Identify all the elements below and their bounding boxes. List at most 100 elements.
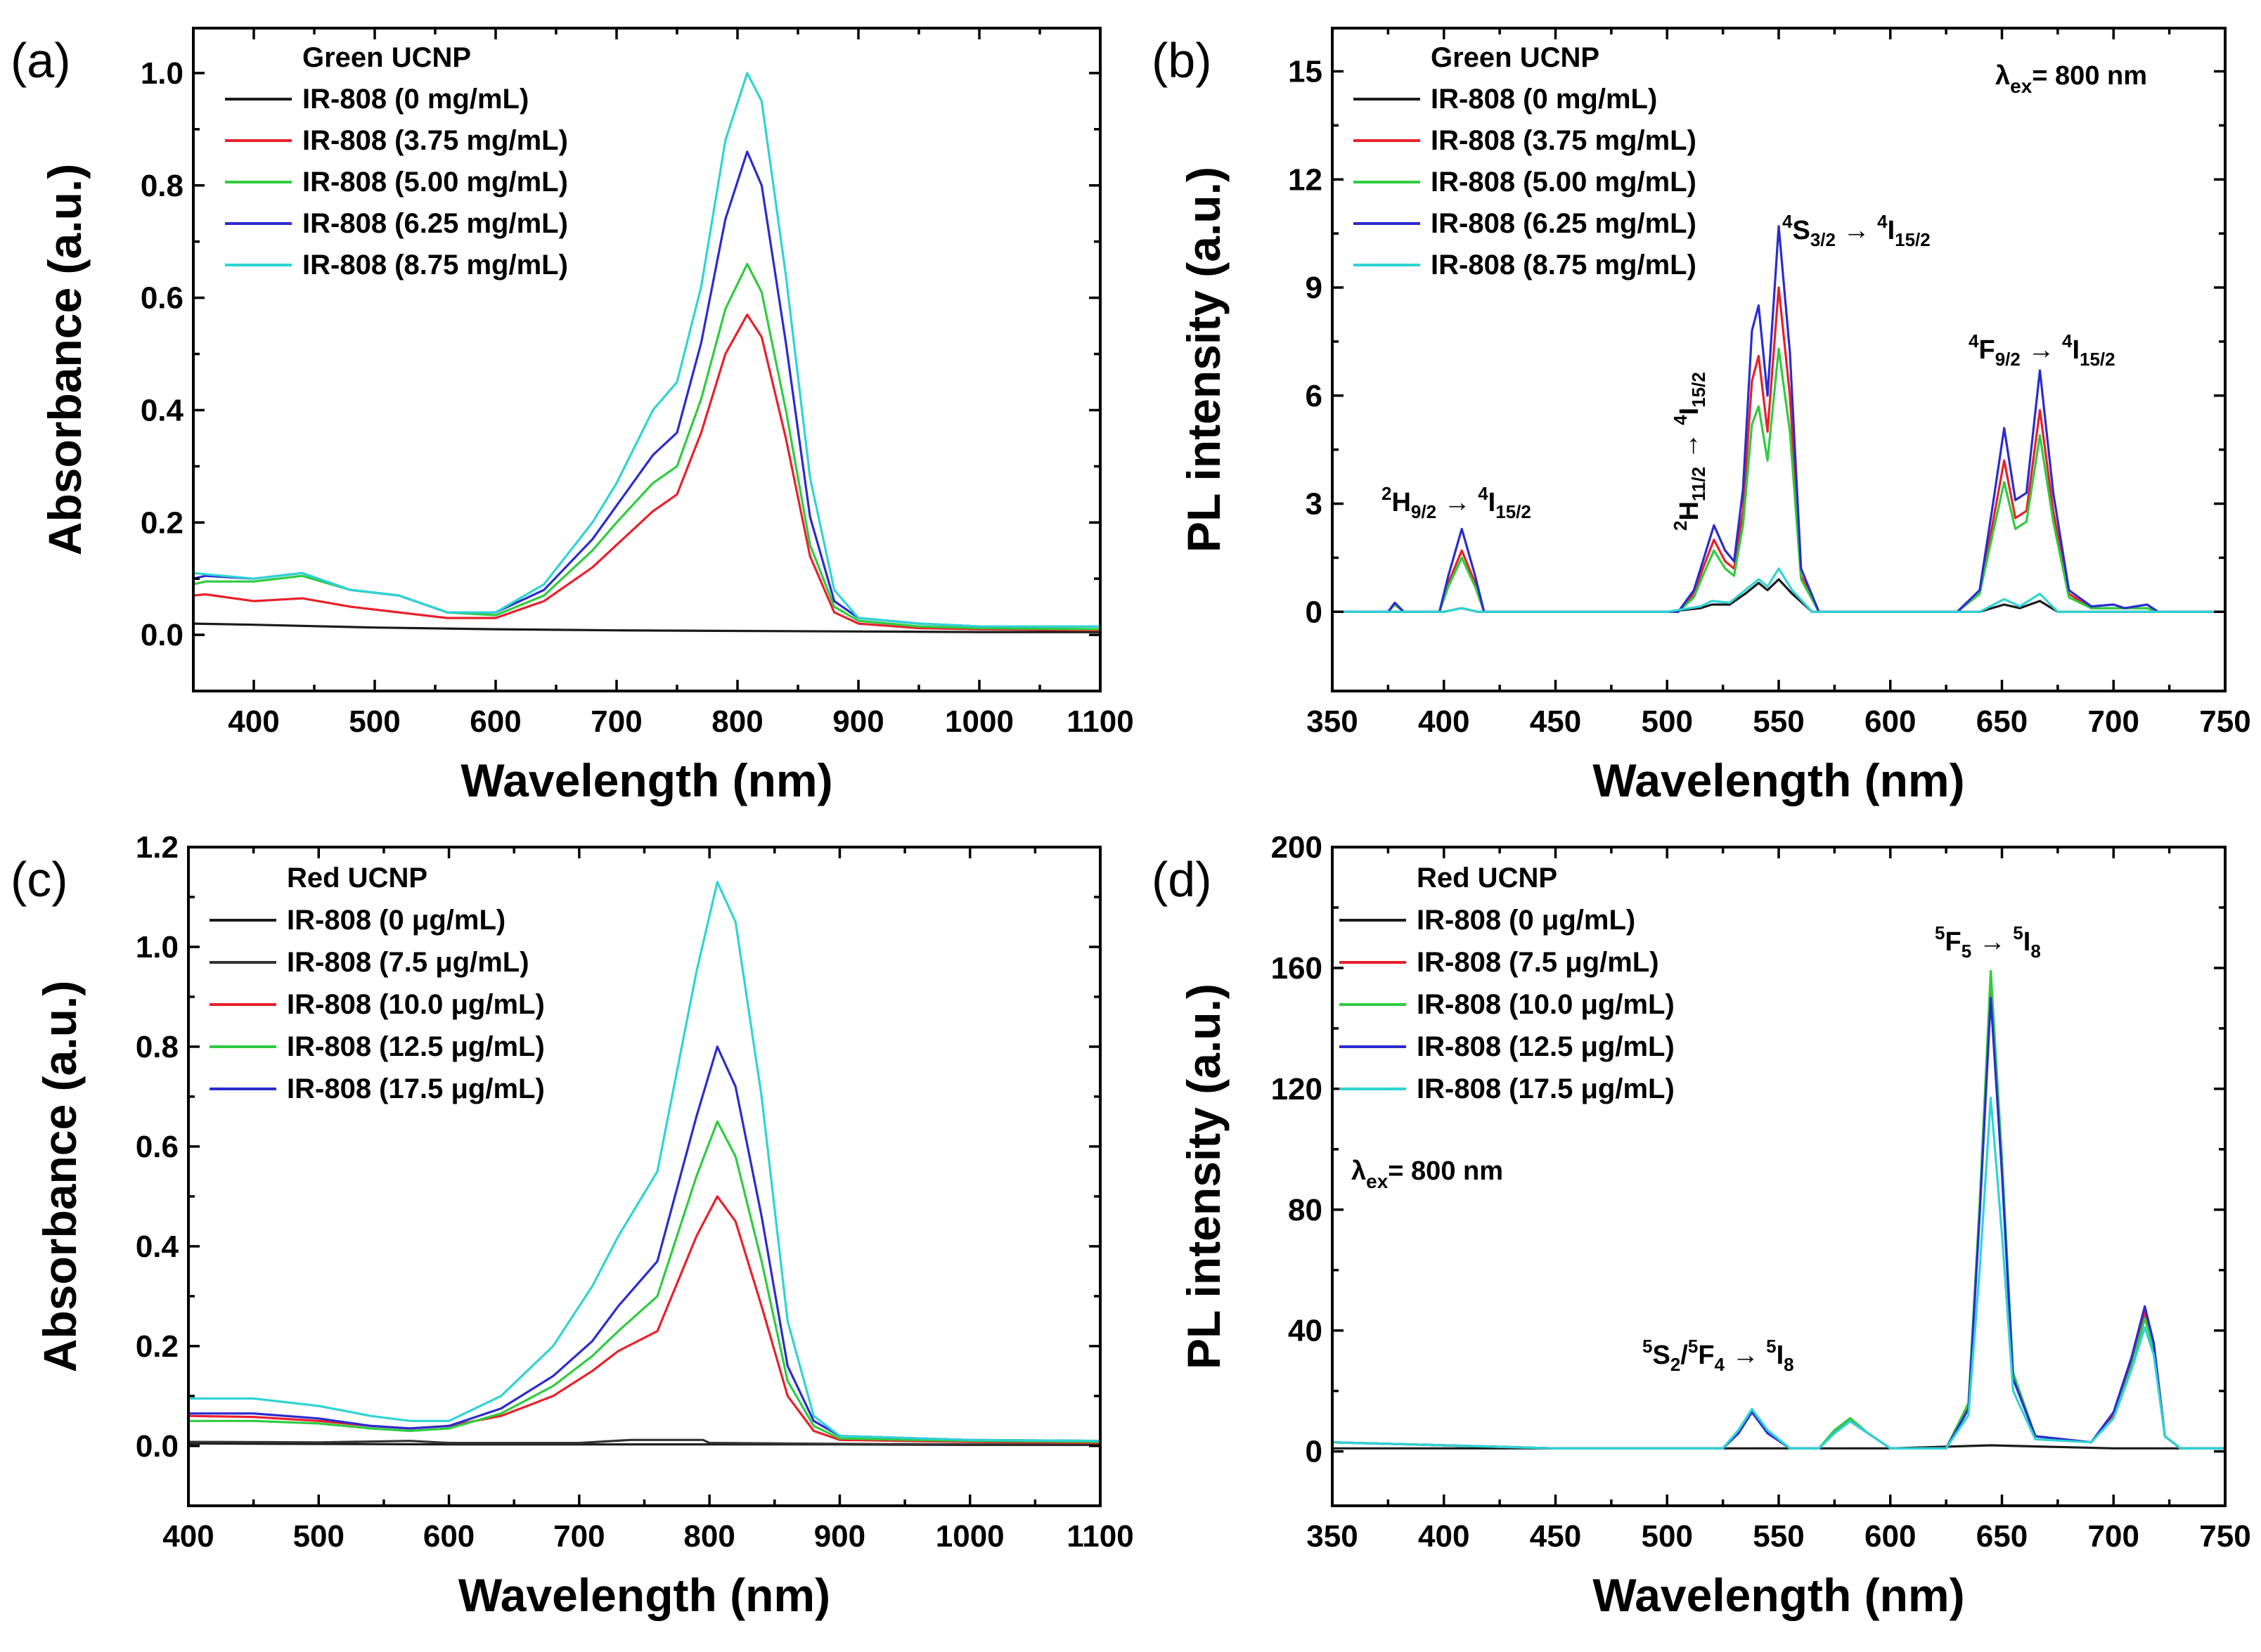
legend-entry: IR-808 (3.75 mg/mL) xyxy=(1431,125,1696,156)
x-tick-label: 400 xyxy=(228,704,279,739)
x-tick-label: 1000 xyxy=(936,1519,1005,1554)
y-tick-label: 0.8 xyxy=(141,169,183,203)
legend-title: Red UCNP xyxy=(287,863,427,893)
y-tick-label: 40 xyxy=(1288,1314,1322,1348)
legend-entry: IR-808 (8.75 mg/mL) xyxy=(302,250,568,280)
y-tick-label: 0.6 xyxy=(141,281,183,316)
legend-entry: IR-808 (6.25 mg/mL) xyxy=(1431,208,1696,239)
annotation: 5S2/5F4 → 5I8 xyxy=(1642,1336,1794,1375)
annotation: λex= 800 nm xyxy=(1351,1156,1503,1192)
y-tick-label: 0.4 xyxy=(136,1230,179,1264)
x-tick-label: 500 xyxy=(293,1519,344,1554)
y-axis-title: Absorbance (a.u.) xyxy=(39,164,91,555)
series-line-4 xyxy=(1332,567,2225,613)
y-tick-label: 0.4 xyxy=(141,393,184,427)
x-tick-label: 650 xyxy=(1976,704,2028,739)
y-tick-label: 15 xyxy=(1288,55,1322,89)
y-tick-label: 200 xyxy=(1271,830,1322,865)
panel-label: (c) xyxy=(11,852,68,907)
x-axis-title: Wavelength (nm) xyxy=(460,754,832,806)
legend-entry: IR-808 (0 mg/mL) xyxy=(1431,84,1657,115)
x-tick-label: 600 xyxy=(1864,1519,1916,1554)
legend: Red UCNP IR-808 (0 μg/mL) IR-808 (7.5 μg/m… xyxy=(1339,863,1675,1104)
series-group xyxy=(1332,969,2225,1450)
series-line-3 xyxy=(1332,225,2225,613)
x-tick-label: 450 xyxy=(1530,1519,1581,1554)
panel-label: (b) xyxy=(1152,33,1212,88)
annotation: 4S3/2 → 4I15/2 xyxy=(1782,211,1931,250)
x-tick-label: 800 xyxy=(711,704,763,739)
series-line-1 xyxy=(1332,286,2225,613)
x-axis-title: Wavelength (nm) xyxy=(458,1569,830,1621)
annotation: 4F9/2 → 4I15/2 xyxy=(1969,330,2115,370)
x-tick-label: 650 xyxy=(1976,1519,2028,1554)
annotation: 2H11/2 → 4I15/2 xyxy=(1670,372,1709,531)
x-tick-label: 500 xyxy=(1642,1519,1693,1554)
series-line-2 xyxy=(1332,347,2225,613)
y-tick-label: 3 xyxy=(1306,487,1322,522)
y-tick-label: 12 xyxy=(1288,162,1322,197)
panel-a: 400 500 600 700 800 900 1000 1100 0.0 0.2 0.4 0.6 0.… xyxy=(11,27,1134,806)
x-tick-label: 800 xyxy=(683,1519,735,1554)
annotation: λex= 800 nm xyxy=(1995,61,2147,97)
panel-d: 350 400 450 500 550 600 650 700 750 0 40 80 120 160 20… xyxy=(1152,830,2251,1621)
y-tick-label: 1.2 xyxy=(136,830,179,865)
y-tick-label: 9 xyxy=(1306,271,1322,305)
x-tick-label: 350 xyxy=(1306,1519,1358,1554)
series-line-2 xyxy=(193,263,1100,631)
y-tick-label: 6 xyxy=(1306,379,1322,413)
legend-entry: IR-808 (6.25 mg/mL) xyxy=(302,208,568,239)
legend: Red UCNP IR-808 (0 μg/mL) IR-808 (7.5 μg/m… xyxy=(210,863,545,1104)
x-tick-label: 700 xyxy=(2088,704,2139,739)
series-line-1 xyxy=(193,314,1100,632)
series-line-3 xyxy=(1332,997,2225,1450)
y-tick-label: 80 xyxy=(1288,1193,1322,1227)
legend-entry: IR-808 (0 μg/mL) xyxy=(1417,905,1635,936)
y-tick-label: 0.2 xyxy=(141,505,183,540)
x-tick-label: 700 xyxy=(2088,1519,2139,1554)
series-line-5 xyxy=(188,881,1100,1443)
x-tick-label: 400 xyxy=(162,1519,214,1554)
y-tick-label: 160 xyxy=(1271,951,1322,986)
legend-entry: IR-808 (12.5 μg/mL) xyxy=(1417,1031,1675,1062)
x-tick-label: 450 xyxy=(1530,704,1581,739)
annotation: 5F5 → 5I8 xyxy=(1935,922,2041,962)
legend-entry: IR-808 (5.00 mg/mL) xyxy=(302,167,568,198)
legend: Green UCNP IR-808 (0 mg/mL) IR-808 (3.75 m… xyxy=(225,42,568,280)
x-tick-label: 700 xyxy=(591,704,642,739)
legend-entry: IR-808 (10.0 μg/mL) xyxy=(287,989,545,1020)
y-axis-title: Absorbance (a.u.) xyxy=(34,981,86,1372)
y-tick-label: 0.8 xyxy=(136,1030,179,1064)
series-line-0 xyxy=(193,622,1100,633)
x-tick-label: 1000 xyxy=(945,704,1014,739)
y-tick-label: 0 xyxy=(1306,1435,1322,1469)
y-tick-label: 120 xyxy=(1271,1072,1322,1106)
x-tick-label: 500 xyxy=(349,704,400,739)
x-tick-label: 550 xyxy=(1753,1519,1804,1554)
legend-entry: IR-808 (17.5 μg/mL) xyxy=(287,1073,545,1104)
y-axis-title: PL intensity (a.u.) xyxy=(1178,167,1230,553)
y-tick-label: 1.0 xyxy=(136,930,179,964)
x-tick-label: 600 xyxy=(470,704,521,739)
annotation: 2H9/2 → 4I15/2 xyxy=(1381,483,1531,522)
x-axis-title: Wavelength (nm) xyxy=(1592,754,1964,806)
x-tick-label: 700 xyxy=(553,1519,605,1554)
y-tick-label: 0.2 xyxy=(136,1329,179,1364)
legend-entry: IR-808 (7.5 μg/mL) xyxy=(287,947,529,978)
y-tick-label: 0.0 xyxy=(136,1429,179,1464)
panel-label: (a) xyxy=(11,33,71,88)
y-tick-label: 1.0 xyxy=(141,56,183,91)
y-tick-label: 0 xyxy=(1306,595,1322,629)
legend-title: Green UCNP xyxy=(302,42,471,73)
series-group xyxy=(1332,225,2225,613)
legend-entry: IR-808 (5.00 mg/mL) xyxy=(1431,167,1696,198)
y-tick-label: 0.0 xyxy=(141,618,183,652)
x-tick-label: 1100 xyxy=(1067,704,1133,739)
plot-frame xyxy=(192,27,1102,692)
legend-entry: IR-808 (17.5 μg/mL) xyxy=(1417,1073,1675,1104)
x-tick-label: 900 xyxy=(814,1519,865,1554)
x-tick-label: 750 xyxy=(2199,1519,2250,1554)
legend-entry: IR-808 (0 μg/mL) xyxy=(287,905,505,936)
x-tick-label: 400 xyxy=(1418,1519,1469,1554)
